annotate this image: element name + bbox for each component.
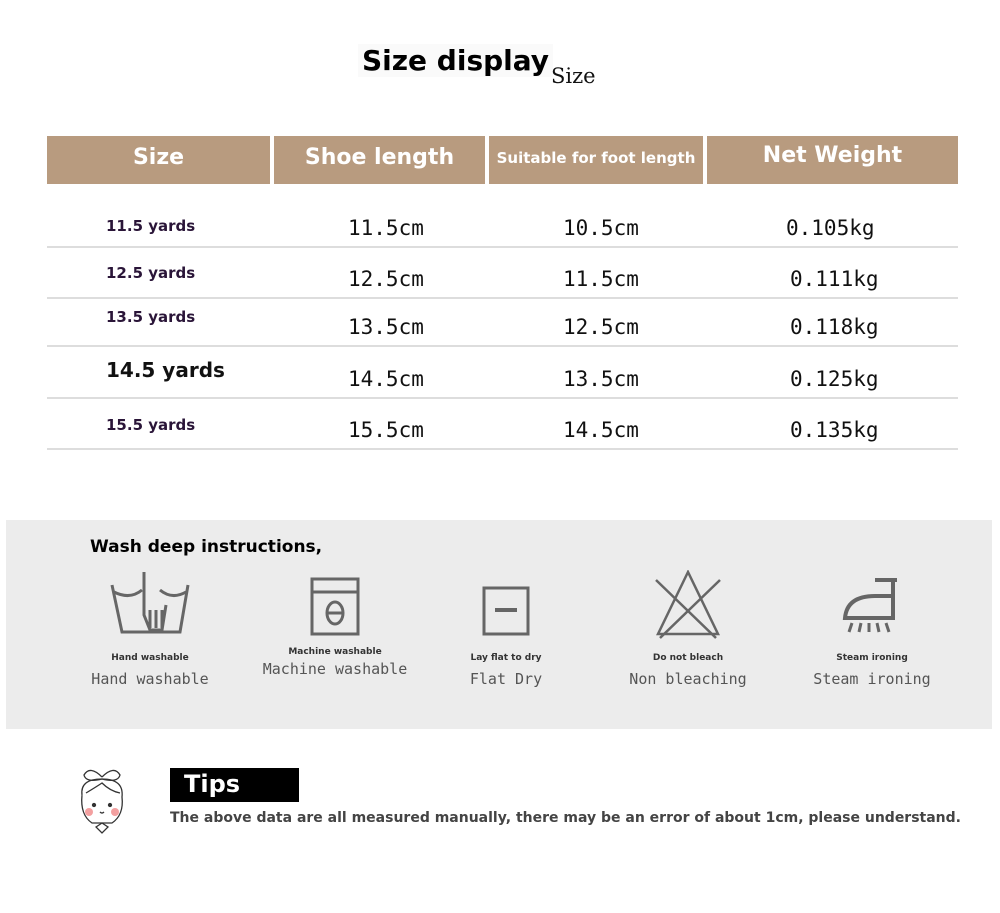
size-cell: 13.5 yards [106,308,196,326]
shoe-length-cell: 13.5cm [348,315,424,339]
header-net-weight: Net Weight [707,136,958,184]
net-weight-cell: 0.125kg [790,367,879,391]
page-subtitle: Size [551,64,596,88]
tips-text: The above data are all measured manually… [170,810,961,826]
do-not-bleach-icon [655,570,721,639]
net-weight-cell: 0.135kg [790,418,879,442]
table-row [47,347,958,399]
net-weight-cell: 0.111kg [790,267,879,291]
foot-length-cell: 14.5cm [563,418,639,442]
steam-iron-icon [842,578,897,633]
table-row [47,253,958,299]
header-foot-length: Suitable for foot length [489,136,703,184]
shoe-length-cell: 11.5cm [348,216,424,240]
girl-mascot-icon [81,769,123,834]
size-cell: 14.5 yards [106,358,225,382]
wash-item-steam-iron: Steam ironing Steam ironing [782,570,962,688]
foot-length-cell: 11.5cm [563,267,639,291]
wash-item-flat-dry: Lay flat to dry Flat Dry [416,570,596,688]
foot-length-cell: 10.5cm [563,216,639,240]
flat-dry-icon [482,586,530,636]
hand-wash-icon [110,572,190,634]
wash-instructions-panel [6,520,992,729]
table-row [47,206,958,248]
foot-length-cell: 12.5cm [563,315,639,339]
header-size: Size [47,136,270,184]
wash-title: Wash deep instructions, [90,537,323,557]
net-weight-cell: 0.105kg [786,216,875,240]
size-cell: 12.5 yards [106,264,196,282]
shoe-length-cell: 12.5cm [348,267,424,291]
header-shoe-length: Shoe length [274,136,485,184]
foot-length-cell: 13.5cm [563,367,639,391]
page-title: Size display [358,44,554,77]
shoe-length-cell: 14.5cm [348,367,424,391]
net-weight-cell: 0.118kg [790,315,879,339]
shoe-length-cell: 15.5cm [348,418,424,442]
tips-label: Tips [170,768,299,802]
size-cell: 15.5 yards [106,416,196,434]
table-row [47,299,958,347]
wash-item-machine: Machine washable Machine washable [245,570,425,678]
washing-machine-icon [310,577,360,636]
table-row [47,399,958,450]
size-cell: 11.5 yards [106,217,196,235]
wash-item-hand: Hand washable Hand washable [60,570,240,688]
wash-item-no-bleach: Do not bleach Non bleaching [598,570,778,688]
